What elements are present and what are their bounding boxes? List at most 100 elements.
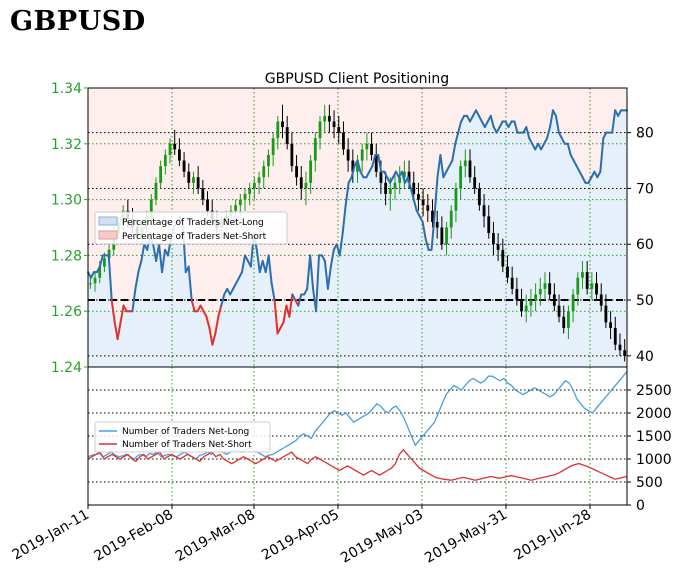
net-long-pct-segment <box>581 176 587 184</box>
candle-body <box>571 294 575 312</box>
candle-body <box>304 182 308 189</box>
candle-body <box>360 149 364 161</box>
candle-body <box>252 182 256 189</box>
net-long-count-line <box>87 371 628 460</box>
net-long-pct-segment <box>288 293 294 318</box>
net-long-pct-segment <box>297 293 303 307</box>
legend-label-net-short-count: Number of Traders Net-Short <box>122 440 252 450</box>
net-long-pct-segment <box>326 265 332 290</box>
candle-body <box>206 199 209 211</box>
candle-body <box>548 283 552 295</box>
candle-body <box>618 344 622 351</box>
net-long-pct-segment <box>540 142 546 151</box>
net-long-pct-segment <box>95 265 101 274</box>
page-title: GBPUSD <box>10 6 146 37</box>
net-long-pct-segment <box>291 293 297 302</box>
net-long-pct-segment <box>131 287 137 313</box>
net-long-pct-segment <box>424 237 430 251</box>
net-long-pct-segment <box>474 109 480 117</box>
net-long-pct-segment <box>551 109 557 117</box>
date-tick-label: 2019-May-03 <box>338 507 426 567</box>
net-long-pct-segment <box>134 271 140 290</box>
candle-body <box>93 277 97 284</box>
candle-body <box>323 115 327 122</box>
candle-body <box>454 188 458 211</box>
net-long-pct-segment <box>270 282 276 302</box>
date-tick-label: 2019-May-31 <box>422 507 510 567</box>
candle-body <box>173 143 177 150</box>
net-long-pct-segment <box>507 120 513 129</box>
candle-body <box>248 188 252 195</box>
net-long-pct-segment <box>572 159 578 168</box>
net-long-pct-segment <box>279 321 285 329</box>
legend-swatch-net-short <box>98 230 118 240</box>
price-tick-label: 1.34 <box>51 81 82 97</box>
net-long-pct-segment <box>229 287 235 296</box>
net-short-count-line <box>87 448 628 481</box>
count-tick-label: 1500 <box>636 429 672 445</box>
candle-body <box>177 149 181 161</box>
candle-body <box>585 272 589 289</box>
net-long-pct-segment <box>122 304 128 313</box>
candle-body <box>431 210 434 222</box>
candle-body <box>506 266 509 278</box>
net-long-pct-segment <box>460 114 466 123</box>
pct-tick-label: 60 <box>636 237 654 253</box>
candle-body <box>318 121 322 139</box>
net-long-pct-segment <box>187 265 193 302</box>
price-tick-label: 1.26 <box>51 304 82 320</box>
net-long-pct-segment <box>430 215 436 251</box>
candle-body <box>538 288 542 295</box>
net-long-pct-segment <box>347 176 353 184</box>
candle-body <box>599 294 603 306</box>
date-tick-label: 2019-Feb-08 <box>91 507 176 565</box>
candle-body <box>407 171 411 183</box>
candle-body <box>182 160 186 172</box>
net-long-pct-segment <box>98 254 104 268</box>
candle-body <box>520 300 523 312</box>
net-long-pct-segment <box>338 232 344 257</box>
candle-body <box>440 227 444 245</box>
net-long-pct-segment <box>329 248 335 268</box>
net-long-pct-segment <box>383 170 389 179</box>
candle-body <box>417 194 420 200</box>
net-long-pct-segment <box>587 176 593 184</box>
net-long-pct-segment <box>498 120 504 129</box>
candle-body <box>581 272 584 278</box>
candle-body <box>576 277 580 295</box>
candle-body <box>468 160 472 178</box>
legend-label-net-long-count: Number of Traders Net-Long <box>122 427 249 437</box>
count-tick-label: 2000 <box>636 406 672 422</box>
candle-body <box>445 227 448 245</box>
net-long-pct-segment <box>282 304 288 324</box>
net-long-pct-segment <box>323 259 329 290</box>
net-long-pct-segment <box>495 126 501 134</box>
candle-body <box>107 249 111 259</box>
candle-body <box>234 205 238 211</box>
legend-label-net-long: Percentage of Traders Net-Long <box>122 218 264 228</box>
net-long-pct-segment <box>442 170 448 179</box>
net-long-pct-segment <box>421 220 427 240</box>
candle-body <box>281 121 284 128</box>
candle-body <box>149 199 153 217</box>
net-long-pct-segment <box>575 165 581 173</box>
net-long-pct-segment <box>320 254 326 262</box>
candle-body <box>201 188 205 200</box>
candle-body <box>421 199 425 206</box>
net-long-pct-segment <box>400 170 406 184</box>
candle-body <box>295 166 298 178</box>
candle-body <box>524 305 528 312</box>
net-long-pct-segment <box>543 137 549 145</box>
candle-body <box>98 266 102 278</box>
legend-label-net-short: Percentage of Traders Net-Short <box>122 232 267 242</box>
net-long-pct-segment <box>205 315 211 329</box>
net-long-pct-segment <box>445 165 451 173</box>
candle-body <box>374 154 378 172</box>
candle-body <box>271 138 275 155</box>
candle-body <box>562 316 566 328</box>
net-long-pct-segment <box>557 131 563 140</box>
candle-body <box>623 350 627 356</box>
candle-body <box>351 160 355 172</box>
net-long-pct-segment <box>211 332 217 346</box>
